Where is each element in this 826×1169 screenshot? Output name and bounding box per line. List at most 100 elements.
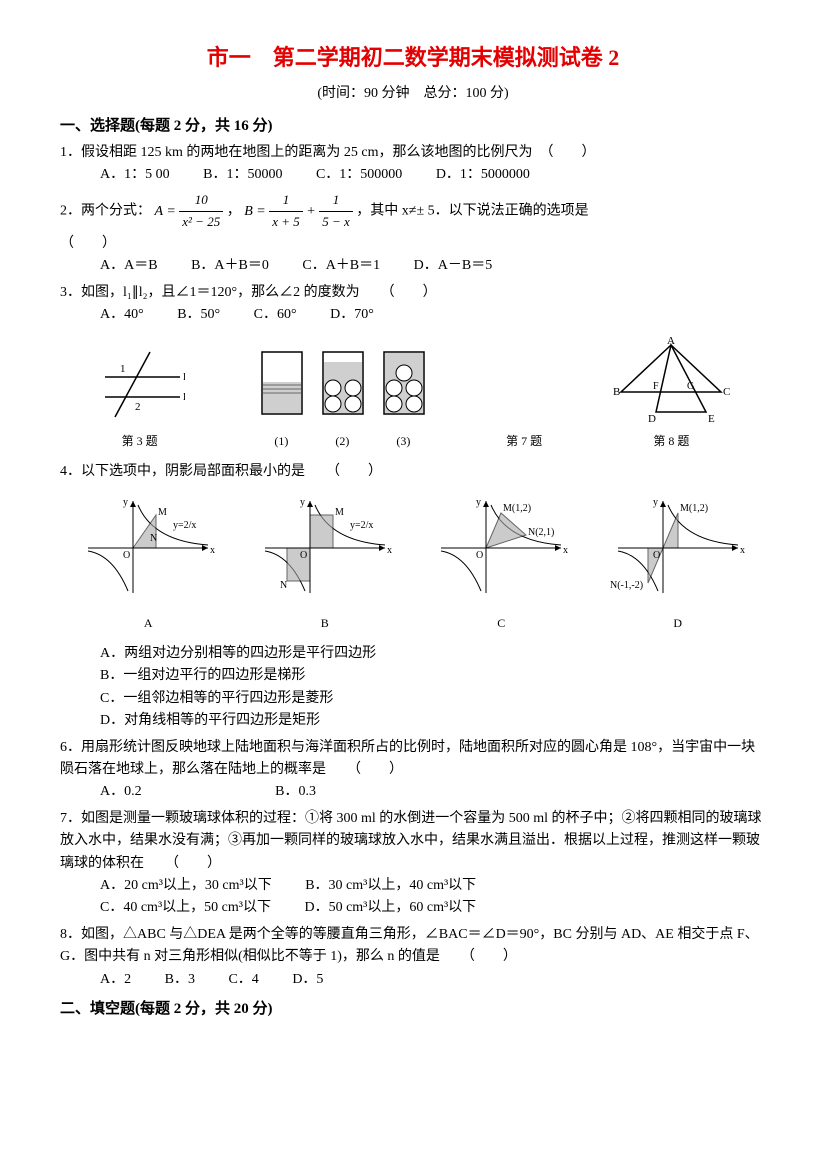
page-title: 市一 第二学期初二数学期末模拟测试卷 2	[60, 40, 766, 75]
figure-q7: (1) (2) (3)	[254, 347, 437, 452]
q8-optA: A．2	[100, 969, 131, 991]
q2-B-num2: 1	[319, 190, 353, 212]
svg-text:y: y	[300, 497, 305, 508]
svg-text:O: O	[476, 550, 483, 561]
section-1-header: 一、选择题(每题 2 分，共 16 分)	[60, 114, 766, 138]
q3-optD: D．70°	[330, 304, 374, 326]
cup3-cap: (3)	[376, 432, 431, 451]
svg-text:x: x	[387, 545, 392, 556]
svg-text:M: M	[335, 507, 344, 518]
q4-labA: A	[78, 614, 218, 633]
q2-A-var: A	[155, 204, 163, 219]
svg-text:y=2/x: y=2/x	[350, 520, 373, 531]
q7-optB: B．30 cm³以上，40 cm³以下	[305, 875, 476, 897]
q8-optD: D．5	[292, 969, 323, 991]
svg-text:F: F	[653, 381, 659, 392]
svg-text:x: x	[210, 545, 215, 556]
q4-text: 4．以下选项中，阴影局部面积最小的是 （ ）	[60, 461, 766, 483]
q4-labC: C	[431, 614, 571, 633]
cup1-cap: (1)	[254, 432, 309, 451]
q5-optB: B．一组对边平行的四边形是梯形	[100, 665, 766, 687]
q2-formula-A: A = 10x² − 25	[155, 204, 227, 219]
svg-text:y: y	[476, 497, 481, 508]
figcap-q7: 第 7 题	[506, 432, 542, 451]
svg-text:l₂: l₂	[183, 391, 185, 403]
q4-figD: M(1,2) N(-1,-2) O x y D	[608, 493, 748, 633]
q2-B-den1: x + 5	[269, 212, 303, 233]
q8-svg: A B C D E F G	[611, 337, 731, 422]
q1-optB: B．1：50000	[203, 164, 282, 186]
q7-optD: D．50 cm³以上，60 cm³以下	[304, 897, 476, 919]
svg-text:l₁: l₁	[183, 371, 185, 383]
svg-text:N: N	[150, 533, 157, 544]
q2-optC: C．A＋B＝1	[302, 255, 380, 277]
q4-figC: M(1,2) N(2,1) O x y C	[431, 493, 571, 633]
svg-text:y: y	[653, 497, 658, 508]
svg-text:E: E	[708, 413, 715, 422]
q5-optC: C．一组邻边相等的平行四边形是菱形	[100, 688, 766, 710]
svg-text:M: M	[158, 507, 167, 518]
q3-optC: C．60°	[254, 304, 297, 326]
q3-optB: B．50°	[177, 304, 220, 326]
q4-labD: D	[608, 614, 748, 633]
q3-optA: A．40°	[100, 304, 144, 326]
figures-row-1: 1 2 l₁ l₂ 第 3 题 (1)	[60, 337, 766, 452]
question-6: 6．用扇形统计图反映地球上陆地面积与海洋面积所占的比例时，陆地面积所对应的圆心角…	[60, 737, 766, 804]
q5-optA: A．两组对边分别相等的四边形是平行四边形	[100, 643, 766, 665]
section-2-header: 二、填空题(每题 2 分，共 20 分)	[60, 997, 766, 1021]
q8-optC: C．4	[228, 969, 258, 991]
svg-text:x: x	[563, 545, 568, 556]
svg-text:2: 2	[135, 401, 141, 413]
svg-text:y: y	[123, 497, 128, 508]
q1-optD: D．1：5000000	[436, 164, 530, 186]
figcap-q3: 第 3 题	[95, 432, 185, 451]
q4-figB: M y=2/x N O x y B	[255, 493, 395, 633]
svg-text:B: B	[613, 386, 620, 398]
svg-text:O: O	[300, 550, 307, 561]
q8-optB: B．3	[165, 969, 195, 991]
q2-B-num1: 1	[269, 190, 303, 212]
svg-text:N: N	[280, 580, 287, 591]
q4-figA: M y=2/x N O x y A	[78, 493, 218, 633]
svg-text:O: O	[123, 550, 130, 561]
q4-figures: M y=2/x N O x y A M y=2/x N	[60, 493, 766, 633]
q2-post: ，其中 x≠± 5．以下说法正确的选项是	[356, 204, 588, 219]
figcap-q8: 第 8 题	[611, 432, 731, 451]
q2-paren: （ ）	[60, 233, 766, 255]
q3-svg: 1 2 l₁ l₂	[95, 342, 185, 422]
svg-text:N(2,1): N(2,1)	[528, 527, 554, 538]
q2-pre: 2．两个分式：	[60, 204, 151, 219]
cup-3	[376, 347, 431, 422]
q2-optD: D．A－B＝5	[414, 255, 493, 277]
question-3: 3．如图，l₁∥l₂，且∠1＝120°，那么∠2 的度数为 （ ） A．40° …	[60, 282, 766, 327]
cup-2	[315, 347, 370, 422]
q1-optC: C．1：500000	[316, 164, 402, 186]
question-8: 8．如图，△ABC 与△DEA 是两个全等的等腰直角三角形，∠BAC＝∠D＝90…	[60, 924, 766, 991]
svg-text:O: O	[653, 550, 660, 561]
q3-text: 3．如图，l₁∥l₂，且∠1＝120°，那么∠2 的度数为 （ ）	[60, 282, 766, 304]
q2-optB: B．A＋B＝0	[191, 255, 269, 277]
q2-optA: A．A＝B	[100, 255, 158, 277]
q2-A-den: x² − 25	[179, 212, 223, 233]
question-5: A．两组对边分别相等的四边形是平行四边形 B．一组对边平行的四边形是梯形 C．一…	[60, 643, 766, 733]
svg-text:A: A	[667, 337, 675, 347]
svg-text:x: x	[740, 545, 745, 556]
q2-B-plus: +	[306, 204, 315, 219]
q8-text: 8．如图，△ABC 与△DEA 是两个全等的等腰直角三角形，∠BAC＝∠D＝90…	[60, 924, 766, 969]
svg-text:N(-1,-2): N(-1,-2)	[610, 580, 643, 591]
q2-B-den2: 5 − x	[319, 212, 353, 233]
q4-labB: B	[255, 614, 395, 633]
svg-text:y=2/x: y=2/x	[173, 520, 196, 531]
q1-text: 1．假设相距 125 km 的两地在地图上的距离为 25 cm，那么该地图的比例…	[60, 142, 766, 164]
cup-1	[254, 347, 309, 422]
q2-mid: ，	[227, 204, 241, 219]
question-4: 4．以下选项中，阴影局部面积最小的是 （ ） M y=2/x N O x y A	[60, 461, 766, 633]
q2-formula-B: B = 1x + 5 + 15 − x	[244, 204, 356, 219]
question-7: 7．如图是测量一颗玻璃球体积的过程：①将 300 ml 的水倒进一个容量为 50…	[60, 808, 766, 920]
q7-text: 7．如图是测量一颗玻璃球体积的过程：①将 300 ml 的水倒进一个容量为 50…	[60, 808, 766, 875]
q7-optC: C．40 cm³以上，50 cm³以下	[100, 897, 271, 919]
svg-text:M(1,2): M(1,2)	[503, 503, 531, 514]
q1-optA: A．1：5 00	[100, 164, 170, 186]
svg-text:G: G	[687, 381, 694, 392]
q2-B-var: B	[244, 204, 253, 219]
